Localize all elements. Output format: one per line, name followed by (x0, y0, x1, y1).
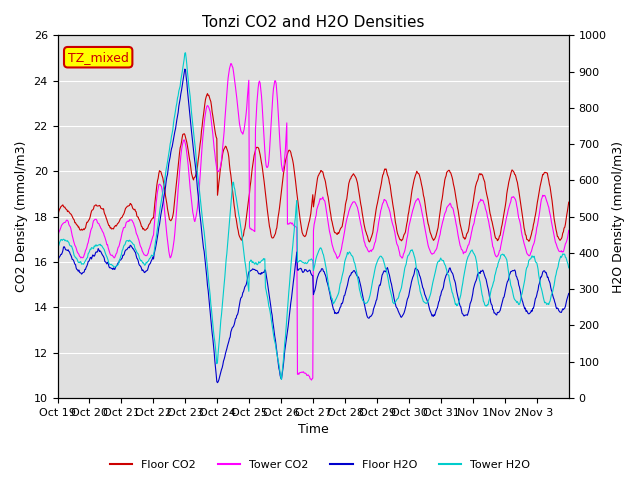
Y-axis label: H2O Density (mmol/m3): H2O Density (mmol/m3) (612, 141, 625, 293)
Y-axis label: CO2 Density (mmol/m3): CO2 Density (mmol/m3) (15, 141, 28, 292)
Text: TZ_mixed: TZ_mixed (68, 51, 129, 64)
X-axis label: Time: Time (298, 423, 328, 436)
Legend: Floor CO2, Tower CO2, Floor H2O, Tower H2O: Floor CO2, Tower CO2, Floor H2O, Tower H… (105, 456, 535, 474)
Title: Tonzi CO2 and H2O Densities: Tonzi CO2 and H2O Densities (202, 15, 424, 30)
